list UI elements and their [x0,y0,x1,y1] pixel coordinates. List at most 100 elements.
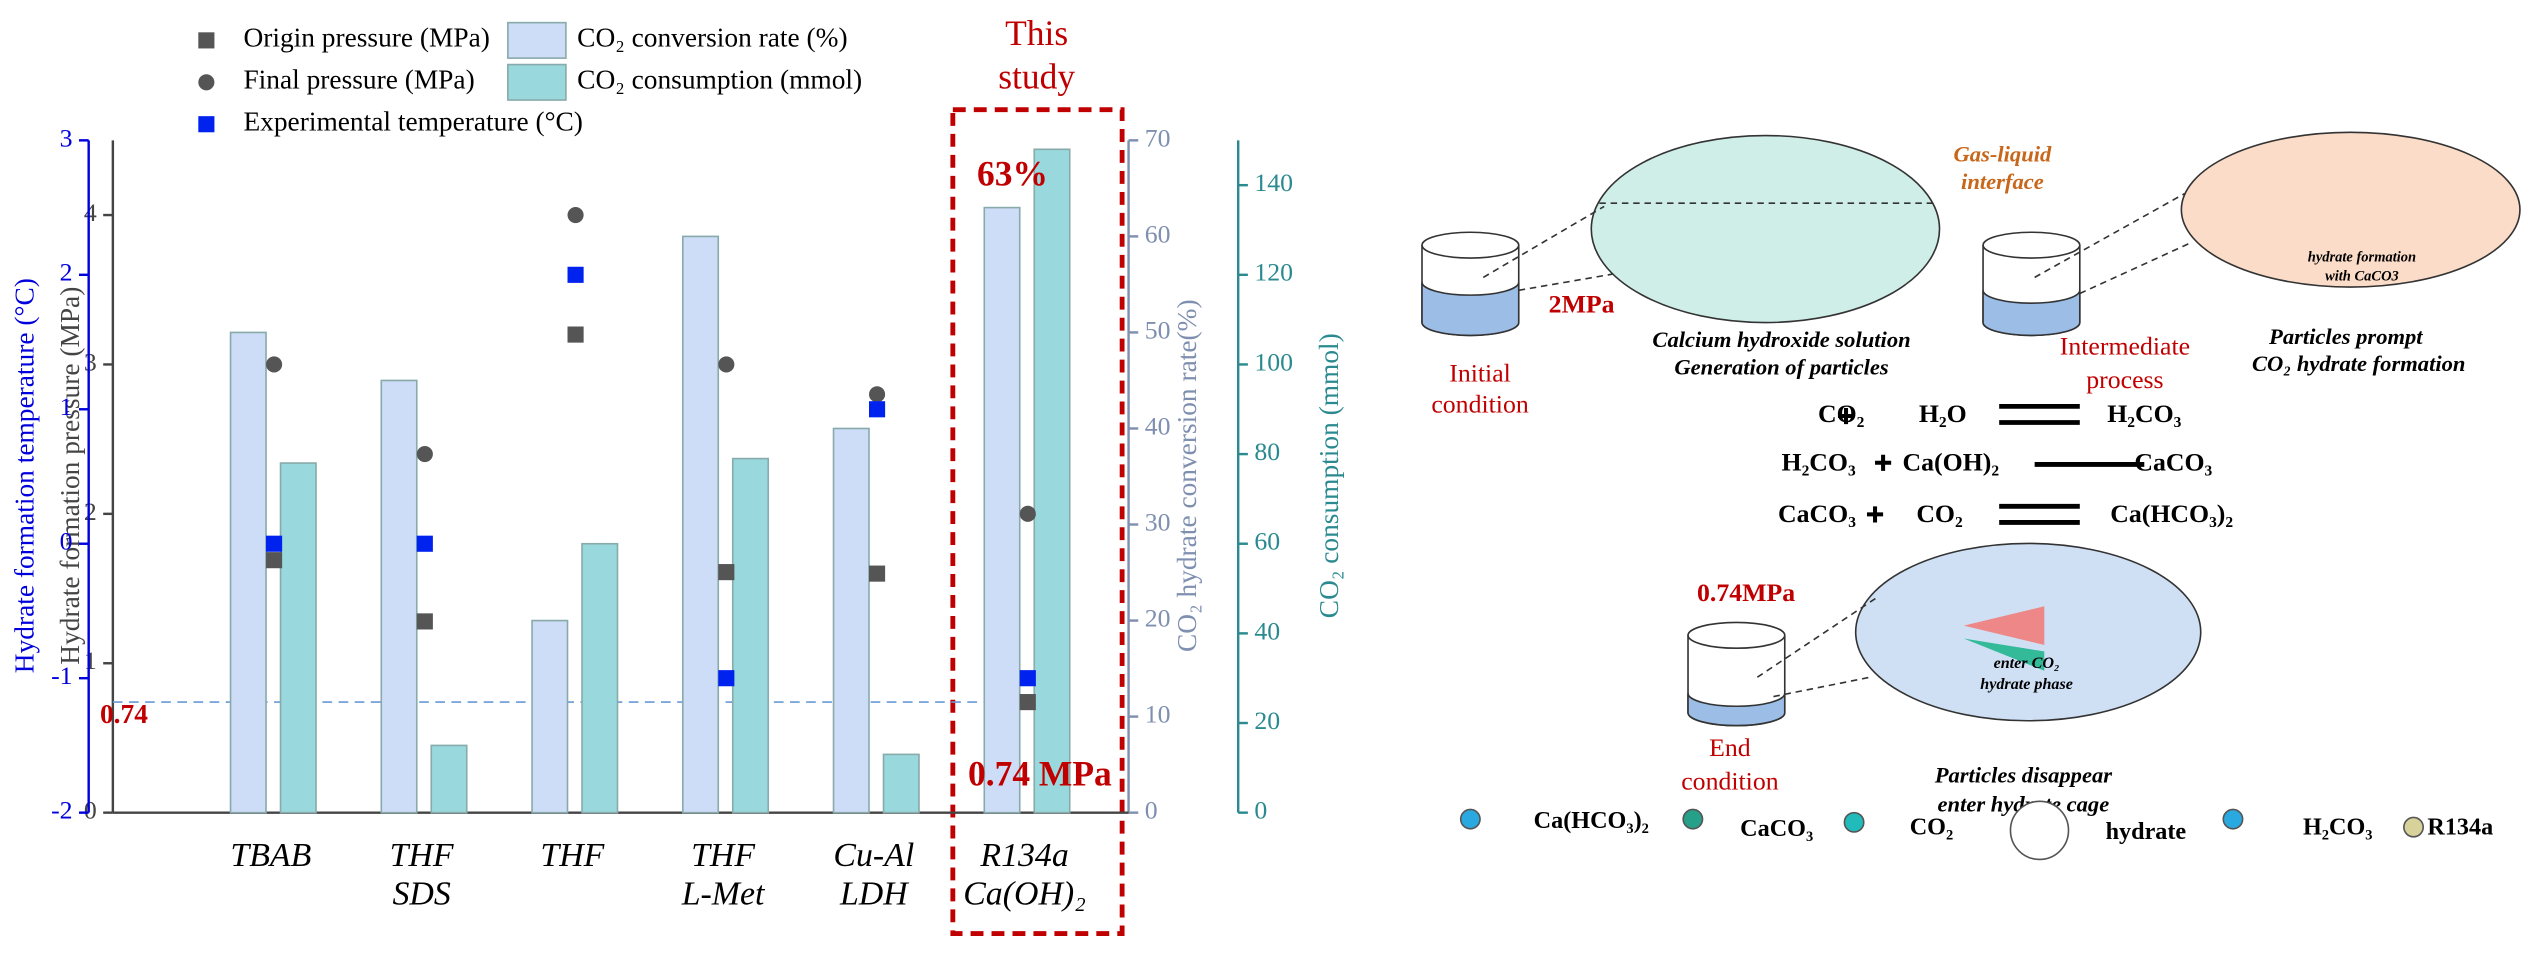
x-tick-label: THF L-Met [681,837,766,913]
legend-icon [2403,816,2425,838]
tick-label: 100 [1254,347,1293,376]
bar [380,379,418,814]
diagram-text: CO₂ hydrate formation [2252,351,2465,376]
tick-label: 1 [84,646,97,675]
marker [416,613,433,630]
x-tick-label: TBAB [230,837,311,874]
marker [869,401,886,418]
diagram-text: H₂CO₃ [2303,813,2373,840]
bubble [1590,134,1941,324]
tick-label: 40 [1145,411,1171,440]
diagram-text: CaCO₃ [1778,499,1856,528]
legend-marker [198,74,215,91]
tick-label: 50 [1145,315,1171,344]
marker [869,386,886,403]
legend-icon [2009,800,2070,861]
annotation: 63% [977,154,1048,194]
x-tick-label: R134a Ca(OH)₂ [963,837,1086,913]
tick-label: 80 [1254,437,1280,466]
diagram-text: H₂O [1919,399,1967,428]
axis-title: CO₂ hydrate conversion rate(%) [1172,299,1202,652]
legend-label: Experimental temperature (°C) [243,107,583,137]
legend-swatch [507,21,567,59]
diagram-text: CO₂ [1916,499,1963,528]
annotation: 0.74 MPa [968,753,1112,793]
tick-label: 3 [84,347,97,376]
tick-label: 140 [1254,168,1293,197]
bar [882,753,920,814]
legend-marker [198,116,215,133]
legend-marker [198,32,215,49]
tick-label: 1 [60,392,73,421]
diagram-text: Particles disappear [1934,762,2113,787]
diagram-art [1421,131,2521,727]
marker [718,670,735,687]
bar [1033,148,1071,814]
x-tick-label: THF [540,837,604,874]
diagram-text: H₂CO₃ [2107,399,2181,428]
marker [1019,694,1036,711]
legend-label: Final pressure (MPa) [243,65,474,95]
axis-title: CO₂ consumption (mmol) [1314,333,1344,618]
legend-label: CO₂ consumption (mmol) [577,65,862,95]
diagram-text: hydrate phase [1980,676,2073,693]
tick-label: 60 [1254,527,1280,556]
marker [266,356,283,373]
diagram-text: Initial condition [1431,359,1528,419]
tick-label: 3 [60,123,73,152]
x-tick-label: Cu-Al LDH [833,837,914,913]
marker [266,535,283,552]
bar [229,331,267,814]
bar [983,206,1021,814]
diagram-text: Gas-liquid interface [1954,142,2053,194]
axis-title: Hydrate formation pressure (MPa) [55,287,85,665]
bar [581,542,619,814]
diagram-text: CO₂ [1818,399,1865,428]
bar [531,619,569,814]
tick-label: 30 [1145,507,1171,536]
diagram-text: Ca(HCO₃)₂ [1534,807,1649,834]
tick-label: 4 [84,198,97,227]
tick-label: 60 [1145,219,1171,248]
diagram-text: Ca(HCO₃)₂ [2110,499,2233,528]
diagram-text: CO₂ [1910,813,1954,840]
tick-label: 20 [1254,706,1280,735]
tick-label: -1 [51,661,72,690]
diagram-text: enter CO₂ [1994,655,2060,672]
bar [731,457,770,814]
tick-label: -2 [51,796,72,825]
annotation: This study [998,13,1075,97]
tick-label: 20 [1145,603,1171,632]
tick-label: 0 [84,796,97,825]
bubble [2180,131,2521,288]
tick-label: 0 [1254,796,1267,825]
x-tick-label: THF SDS [390,837,454,913]
tick-label: 0 [60,527,73,556]
marker [567,206,584,224]
marker [266,552,283,569]
diagram-text: CaCO₃ [1740,815,1813,842]
bar [430,744,468,814]
bar [832,427,870,814]
marker [869,565,886,582]
marker [1019,670,1036,687]
diagram-text: Ca(OH)₂ [1903,447,2000,476]
marker [567,326,584,343]
tick-label: 2 [84,497,97,526]
tick-label: 0 [1145,796,1158,825]
legend-icon [1843,811,1865,833]
diagram-text: Intermediate process [2060,331,2190,394]
diagram-text: Generation of particles [1674,354,1889,379]
tick-label: 120 [1254,258,1293,287]
legend-icon [1682,808,1704,830]
diagram-text: CaCO₃ [2134,447,2212,476]
tick-label: 40 [1254,616,1280,645]
reference-label: 0.74 [100,699,148,729]
axis-title: Hydrate formation temperature (°C) [10,278,40,673]
legend-label: CO₂ conversion rate (%) [577,23,847,53]
bar [681,235,720,814]
diagram-text: End condition [1681,733,1778,796]
legend-swatch [507,63,567,101]
